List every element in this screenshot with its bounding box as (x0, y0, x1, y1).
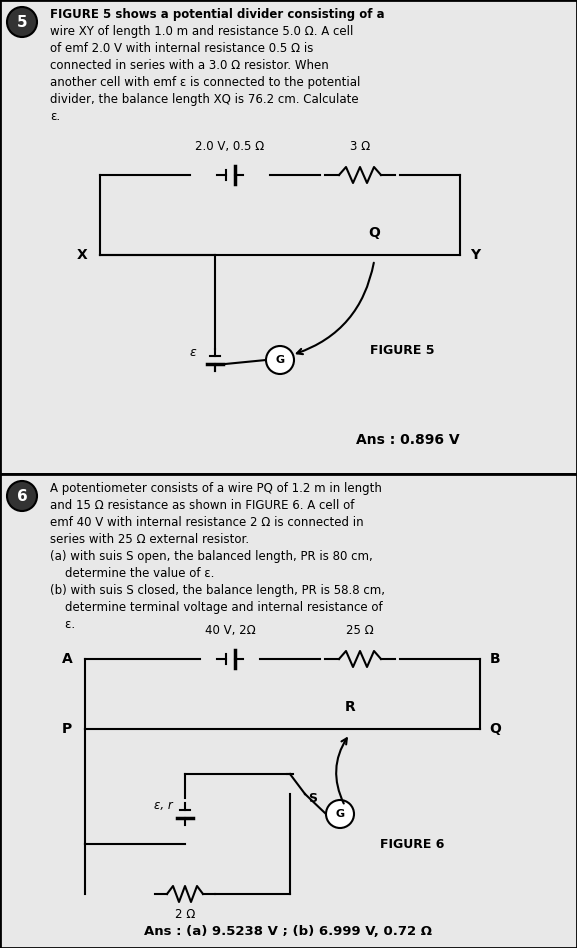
Text: G: G (335, 809, 344, 819)
Text: ε, r: ε, r (153, 799, 173, 812)
Circle shape (266, 346, 294, 374)
Text: ε.: ε. (50, 110, 60, 123)
Text: Q: Q (489, 722, 501, 736)
Text: determine the value of ε.: determine the value of ε. (50, 567, 215, 580)
Text: A potentiometer consists of a wire PQ of 1.2 m in length: A potentiometer consists of a wire PQ of… (50, 482, 382, 495)
Text: 3 Ω: 3 Ω (350, 140, 370, 153)
FancyBboxPatch shape (0, 0, 577, 474)
Text: (b) with suis S closed, the balance length, PR is 58.8 cm,: (b) with suis S closed, the balance leng… (50, 584, 385, 597)
Circle shape (326, 800, 354, 828)
Text: determine terminal voltage and internal resistance of: determine terminal voltage and internal … (50, 601, 383, 614)
Text: ε: ε (190, 345, 196, 358)
Text: series with 25 Ω external resistor.: series with 25 Ω external resistor. (50, 533, 249, 546)
Circle shape (7, 7, 37, 37)
Text: Ans : 0.896 V: Ans : 0.896 V (357, 433, 460, 447)
Text: of emf 2.0 V with internal resistance 0.5 Ω is: of emf 2.0 V with internal resistance 0.… (50, 42, 313, 55)
Text: ε.: ε. (50, 618, 75, 631)
Text: 6: 6 (17, 488, 27, 503)
Text: 25 Ω: 25 Ω (346, 624, 374, 637)
Text: 2 Ω: 2 Ω (175, 908, 195, 921)
Text: Y: Y (470, 248, 480, 262)
Text: 2.0 V, 0.5 Ω: 2.0 V, 0.5 Ω (196, 140, 265, 153)
Text: FIGURE 6: FIGURE 6 (380, 837, 444, 850)
FancyBboxPatch shape (0, 474, 577, 948)
Text: 40 V, 2Ω: 40 V, 2Ω (205, 624, 256, 637)
Text: FIGURE 5 shows a potential divider consisting of a: FIGURE 5 shows a potential divider consi… (50, 8, 385, 21)
Text: X: X (77, 248, 87, 262)
Text: Ans : (a) 9.5238 V ; (b) 6.999 V, 0.72 Ω: Ans : (a) 9.5238 V ; (b) 6.999 V, 0.72 Ω (144, 925, 432, 938)
Text: divider, the balance length XQ is 76.2 cm. Calculate: divider, the balance length XQ is 76.2 c… (50, 93, 359, 106)
Text: connected in series with a 3.0 Ω resistor. When: connected in series with a 3.0 Ω resisto… (50, 59, 329, 72)
Text: G: G (275, 355, 284, 365)
Text: another cell with emf ε is connected to the potential: another cell with emf ε is connected to … (50, 76, 361, 89)
Text: (a) with suis S open, the balanced length, PR is 80 cm,: (a) with suis S open, the balanced lengt… (50, 550, 373, 563)
Text: wire XY of length 1.0 m and resistance 5.0 Ω. A cell: wire XY of length 1.0 m and resistance 5… (50, 25, 353, 38)
Circle shape (7, 481, 37, 511)
Text: Q: Q (368, 226, 380, 240)
Text: B: B (490, 652, 500, 666)
Text: P: P (62, 722, 72, 736)
Text: FIGURE 5: FIGURE 5 (370, 343, 434, 356)
Text: emf 40 V with internal resistance 2 Ω is connected in: emf 40 V with internal resistance 2 Ω is… (50, 516, 364, 529)
Text: 5: 5 (17, 14, 27, 29)
Text: A: A (62, 652, 72, 666)
Text: and 15 Ω resistance as shown in FIGURE 6. A cell of: and 15 Ω resistance as shown in FIGURE 6… (50, 499, 354, 512)
Text: S: S (308, 793, 317, 806)
Text: R: R (344, 700, 355, 714)
